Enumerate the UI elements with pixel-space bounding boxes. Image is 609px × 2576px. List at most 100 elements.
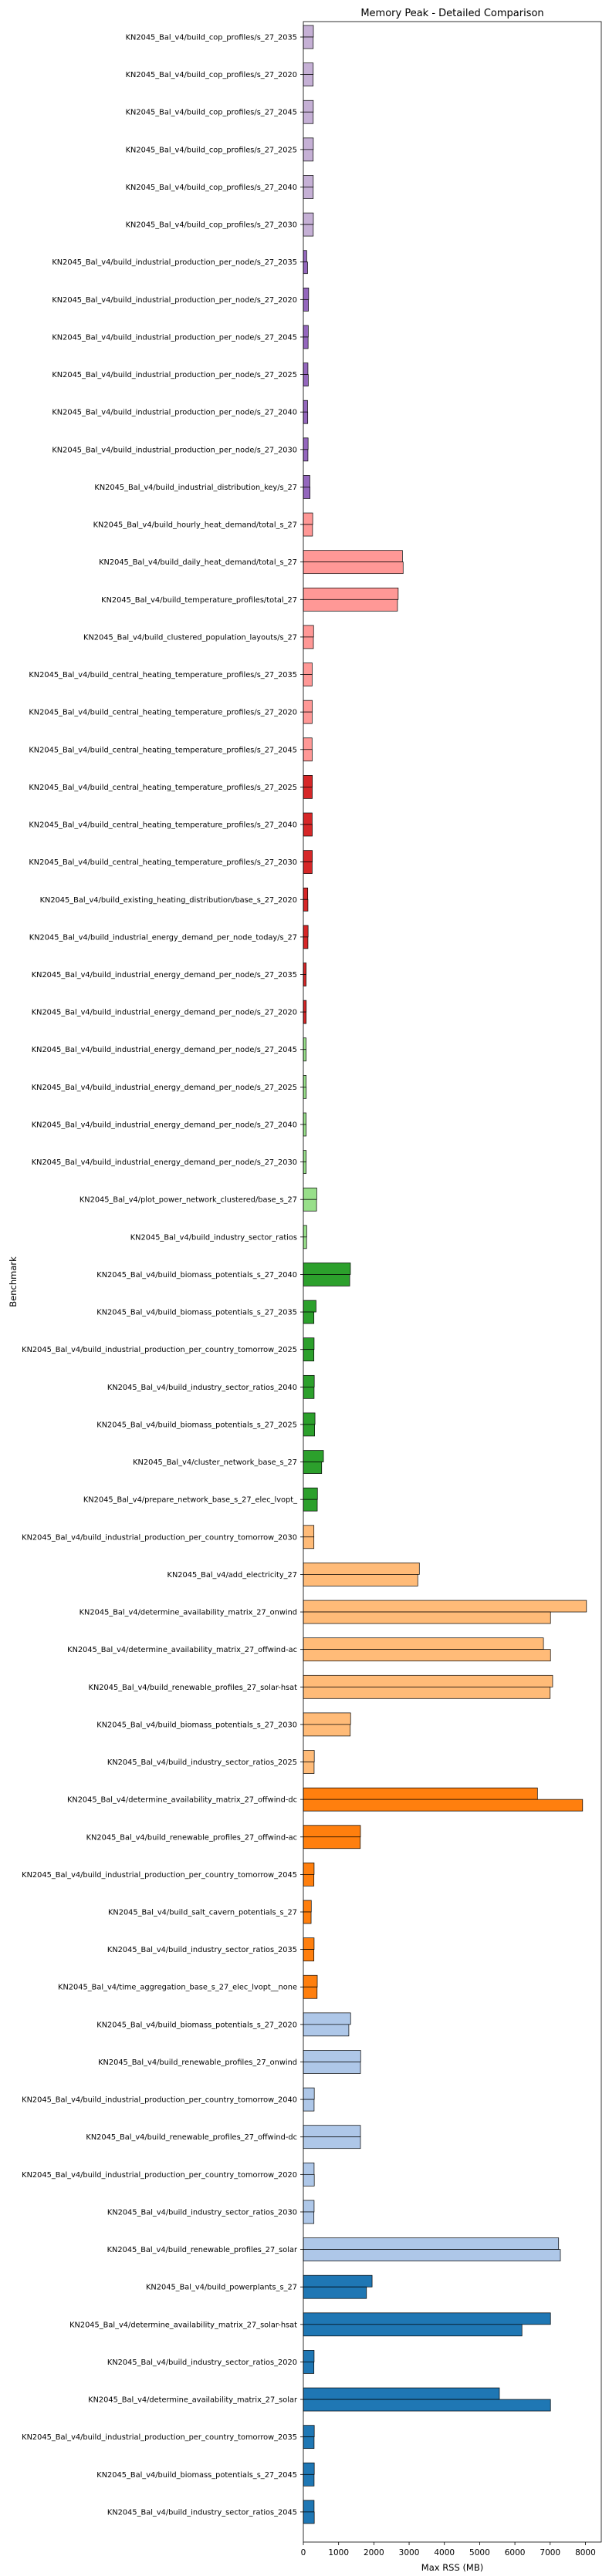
bar-row-28-series-2: [303, 1049, 307, 1062]
bar-row-57-series-2: [303, 2136, 361, 2149]
bar-row-25-series-1: [303, 925, 309, 938]
bar-row-41-series-2: [303, 1536, 315, 1549]
bar-row-3-series-2: [303, 111, 314, 124]
bar-row-66-series-2: [303, 2473, 315, 2487]
bar-row-37-series-2: [303, 1386, 315, 1399]
y-tick-label: KN2045_Bal_v4/build_industrial_productio…: [52, 409, 297, 417]
bar-row-40-series-1: [303, 1487, 318, 1500]
y-tick-label: KN2045_Bal_v4/determine_availability_mat…: [67, 1796, 297, 1805]
bar-row-38-series-1: [303, 1412, 316, 1425]
bar-row-62-series-1: [303, 2312, 551, 2325]
y-axis-label: Benchmark: [8, 1256, 19, 1307]
bar-row-34-series-1: [303, 1263, 351, 1275]
bar-row-56-series-2: [303, 2099, 315, 2112]
bar-row-35-series-1: [303, 1300, 316, 1313]
bar-row-50-series-2: [303, 1874, 315, 1886]
bar-row-37-series-1: [303, 1374, 315, 1387]
bar-row-64-series-2: [303, 2399, 551, 2412]
bar-row-67-series-2: [303, 2511, 315, 2524]
bar-row-61-series-2: [303, 2286, 367, 2299]
bar-row-29-series-2: [303, 1087, 307, 1099]
bar-row-60-series-2: [303, 2249, 561, 2261]
bar-row-8-series-2: [303, 298, 309, 312]
x-tick-label: 7000: [540, 2548, 560, 2557]
y-tick-label: KN2045_Bal_v4/build_industrial_productio…: [52, 446, 297, 454]
bar-row-10-series-2: [303, 374, 309, 386]
bar-row-39-series-1: [303, 1450, 324, 1462]
y-tick-label: KN2045_Bal_v4/build_powerplants_s_27: [146, 2284, 297, 2292]
bar-row-22-series-1: [303, 812, 313, 825]
y-tick-label: KN2045_Bal_v4/build_industry_sector_rati…: [107, 1758, 297, 1767]
bar-row-46-series-1: [303, 1712, 351, 1725]
y-axis-ticks: KN2045_Bal_v4/build_cop_profiles/s_27_20…: [22, 34, 303, 2517]
bar-row-12-series-1: [303, 437, 309, 450]
bar-row-17-series-2: [303, 636, 314, 649]
y-tick-label: KN2045_Bal_v4/build_industrial_energy_de…: [32, 1046, 297, 1054]
bar-row-27-series-1: [303, 1000, 307, 1013]
y-tick-label: KN2045_Bal_v4/build_industrial_productio…: [22, 1346, 297, 1354]
bar-row-60-series-1: [303, 2237, 560, 2250]
y-tick-label: KN2045_Bal_v4/build_cop_profiles/s_27_20…: [126, 221, 297, 230]
y-tick-label: KN2045_Bal_v4/determine_availability_mat…: [69, 2321, 297, 2329]
bar-row-49-series-2: [303, 1836, 361, 1849]
y-tick-label: KN2045_Bal_v4/build_industry_sector_rati…: [130, 1233, 297, 1242]
x-tick-label: 6000: [505, 2548, 526, 2557]
x-tick-label: 2000: [364, 2548, 384, 2557]
bar-row-47-series-1: [303, 1750, 315, 1762]
y-tick-label: KN2045_Bal_v4/build_biomass_potentials_s…: [96, 2471, 297, 2480]
bar-row-44-series-1: [303, 1637, 544, 1650]
bar-row-36-series-1: [303, 1337, 315, 1350]
bar-row-52-series-2: [303, 1949, 315, 1961]
y-tick-label: KN2045_Bal_v4/time_aggregation_base_s_27…: [58, 1984, 297, 1992]
bar-row-65-series-2: [303, 2436, 315, 2450]
bar-row-51-series-2: [303, 1911, 312, 1924]
bar-row-5-series-1: [303, 175, 314, 187]
y-tick-label: KN2045_Bal_v4/build_renewable_profiles_2…: [107, 2246, 298, 2254]
y-tick-label: KN2045_Bal_v4/determine_availability_mat…: [80, 1609, 297, 1617]
bar-row-1-series-2: [303, 36, 314, 49]
bar-row-11-series-2: [303, 411, 309, 424]
bar-row-31-series-2: [303, 1162, 306, 1174]
x-tick-label: 8000: [575, 2548, 596, 2557]
x-tick-label: 3000: [399, 2548, 420, 2557]
bar-row-40-series-2: [303, 1499, 318, 1512]
y-tick-label: KN2045_Bal_v4/cluster_network_base_s_27: [133, 1458, 297, 1467]
bar-row-33-series-1: [303, 1225, 307, 1238]
y-tick-label: KN2045_Bal_v4/prepare_network_base_s_27_…: [83, 1496, 297, 1505]
x-tick-label: 1000: [328, 2548, 349, 2557]
bar-row-55-series-1: [303, 2050, 361, 2062]
y-tick-label: KN2045_Bal_v4/build_industrial_energy_de…: [32, 1009, 297, 1017]
bar-row-4-series-1: [303, 137, 314, 150]
bar-row-12-series-2: [303, 449, 309, 462]
bar-row-18-series-2: [303, 674, 313, 686]
bar-row-50-series-1: [303, 1863, 315, 1875]
y-tick-label: KN2045_Bal_v4/plot_power_network_cluster…: [80, 1196, 297, 1205]
bar-row-59-series-1: [303, 2200, 315, 2213]
y-tick-label: KN2045_Bal_v4/build_industrial_productio…: [22, 2171, 297, 2180]
bar-row-26-series-1: [303, 963, 307, 975]
bar-row-27-series-2: [303, 1011, 307, 1024]
y-tick-label: KN2045_Bal_v4/build_industry_sector_rati…: [107, 1946, 297, 1954]
bar-row-45-series-2: [303, 1686, 551, 1699]
y-tick-label: KN2045_Bal_v4/build_central_heating_temp…: [29, 746, 297, 754]
bar-row-26-series-2: [303, 974, 306, 986]
bar-row-46-series-2: [303, 1724, 351, 1737]
y-tick-label: KN2045_Bal_v4/build_industrial_energy_de…: [32, 1158, 297, 1167]
y-tick-label: KN2045_Bal_v4/build_industrial_productio…: [52, 333, 297, 342]
bar-row-6-series-1: [303, 212, 314, 225]
bar-row-53-series-2: [303, 1986, 318, 1999]
bar-row-2-series-2: [303, 74, 314, 86]
bar-row-30-series-2: [303, 1124, 307, 1137]
bar-row-2-series-1: [303, 62, 314, 75]
bar-row-17-series-1: [303, 625, 314, 638]
plot-frame: [303, 21, 602, 2543]
bar-row-9-series-2: [303, 336, 309, 349]
bar-row-36-series-2: [303, 1349, 315, 1362]
y-tick-label: KN2045_Bal_v4/build_biomass_potentials_s…: [96, 1271, 297, 1280]
bar-row-4-series-2: [303, 149, 314, 162]
bar-row-32-series-1: [303, 1187, 317, 1200]
y-tick-label: KN2045_Bal_v4/determine_availability_mat…: [88, 2396, 298, 2405]
bar-row-30-series-1: [303, 1112, 306, 1125]
